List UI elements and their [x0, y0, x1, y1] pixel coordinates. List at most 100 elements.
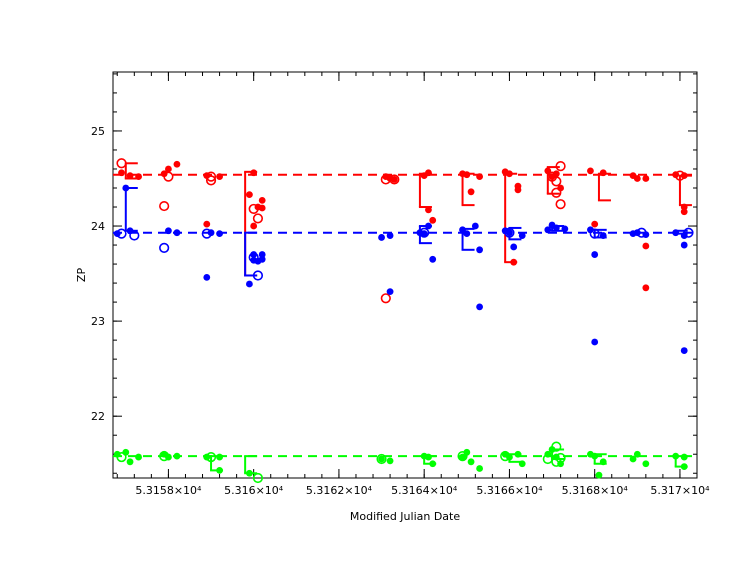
data-point: [420, 230, 428, 238]
data-point-open: [551, 187, 562, 198]
data-point: [122, 184, 130, 192]
data-point: [680, 208, 688, 216]
data-point: [595, 471, 603, 479]
data-point-open: [248, 252, 259, 263]
data-point: [429, 216, 437, 224]
x-tick-label: 5.3162×10⁴: [306, 484, 373, 497]
data-point-open: [551, 176, 562, 187]
data-point: [378, 234, 385, 241]
data-point: [642, 242, 650, 250]
x-axis-label: Modified Julian Date: [350, 510, 460, 523]
reference-lines: [113, 173, 697, 458]
data-point: [429, 460, 437, 468]
data-point-open: [555, 199, 566, 210]
data-point-open: [419, 227, 430, 238]
error-bars: [124, 162, 692, 475]
data-point-open: [129, 230, 140, 241]
plot-axes: [112, 71, 698, 479]
data-points: [113, 158, 694, 484]
data-point: [680, 203, 688, 211]
data-point: [126, 172, 134, 180]
data-point: [118, 169, 125, 177]
data-point-open: [500, 451, 511, 462]
data-point: [173, 229, 181, 237]
data-point: [246, 280, 253, 288]
data-point: [459, 453, 466, 461]
data-point: [591, 452, 599, 460]
data-point-open: [674, 170, 686, 181]
data-point: [680, 347, 688, 354]
data-point: [591, 338, 599, 346]
data-point: [378, 455, 385, 463]
x-tick-label: 5.3164×10⁴: [391, 484, 458, 497]
data-point: [113, 450, 121, 458]
data-point: [591, 251, 599, 258]
data-point: [672, 229, 680, 237]
data-point: [476, 303, 483, 311]
data-point: [246, 191, 253, 199]
data-point: [173, 160, 181, 168]
data-point-open: [159, 451, 170, 462]
data-point: [476, 173, 483, 180]
data-point: [463, 171, 471, 179]
data-point: [425, 453, 432, 461]
y-tick-label: 25: [91, 125, 105, 138]
y-tick-label: 22: [91, 410, 105, 423]
data-point-open: [389, 174, 400, 185]
data-point: [587, 167, 594, 175]
x-tick-label: 5.317×10⁴: [650, 484, 710, 497]
data-point: [258, 251, 266, 258]
data-point-open: [252, 270, 264, 281]
data-point: [425, 169, 432, 177]
data-point: [471, 222, 479, 230]
data-point-open: [457, 451, 468, 462]
data-point: [599, 458, 607, 466]
data-point: [135, 173, 142, 180]
data-point: [386, 232, 394, 239]
data-point: [544, 226, 552, 234]
x-tick-label: 5.3168×10⁴: [562, 484, 629, 497]
data-point: [258, 255, 266, 263]
data-point: [258, 196, 266, 204]
data-point: [425, 206, 432, 214]
data-point: [429, 255, 437, 263]
data-point: [506, 229, 513, 237]
data-point: [518, 460, 526, 468]
data-point: [548, 446, 556, 453]
data-point: [467, 458, 475, 466]
data-point: [476, 465, 483, 472]
data-point: [463, 230, 471, 238]
data-point: [250, 169, 258, 177]
data-point: [246, 469, 253, 477]
data-point: [506, 170, 513, 178]
data-point: [629, 455, 637, 463]
data-point-open: [589, 228, 600, 239]
data-point-open: [555, 452, 566, 464]
axis-labels: Modified Julian Date ZP: [75, 268, 460, 523]
data-point: [510, 243, 518, 251]
data-point: [160, 170, 168, 178]
data-point: [680, 241, 688, 249]
plot-frame: [112, 71, 698, 479]
data-point: [203, 220, 211, 228]
data-point-open: [376, 453, 387, 465]
data-point: [258, 204, 266, 212]
data-point-open: [159, 242, 170, 254]
data-point: [561, 225, 569, 233]
data-point: [216, 173, 223, 180]
data-point-open: [205, 175, 217, 186]
data-point: [633, 450, 641, 458]
data-point-open: [252, 472, 264, 484]
data-point-open: [551, 441, 562, 452]
data-point: [599, 169, 607, 177]
x-tick-label: 5.316×10⁴: [224, 484, 284, 497]
data-point: [642, 460, 650, 468]
data-point-open: [248, 203, 259, 215]
data-point: [467, 188, 475, 196]
data-point-open: [116, 158, 127, 169]
data-point-open: [504, 227, 515, 238]
data-point: [216, 453, 223, 461]
data-point: [587, 226, 594, 234]
data-point: [680, 463, 688, 470]
